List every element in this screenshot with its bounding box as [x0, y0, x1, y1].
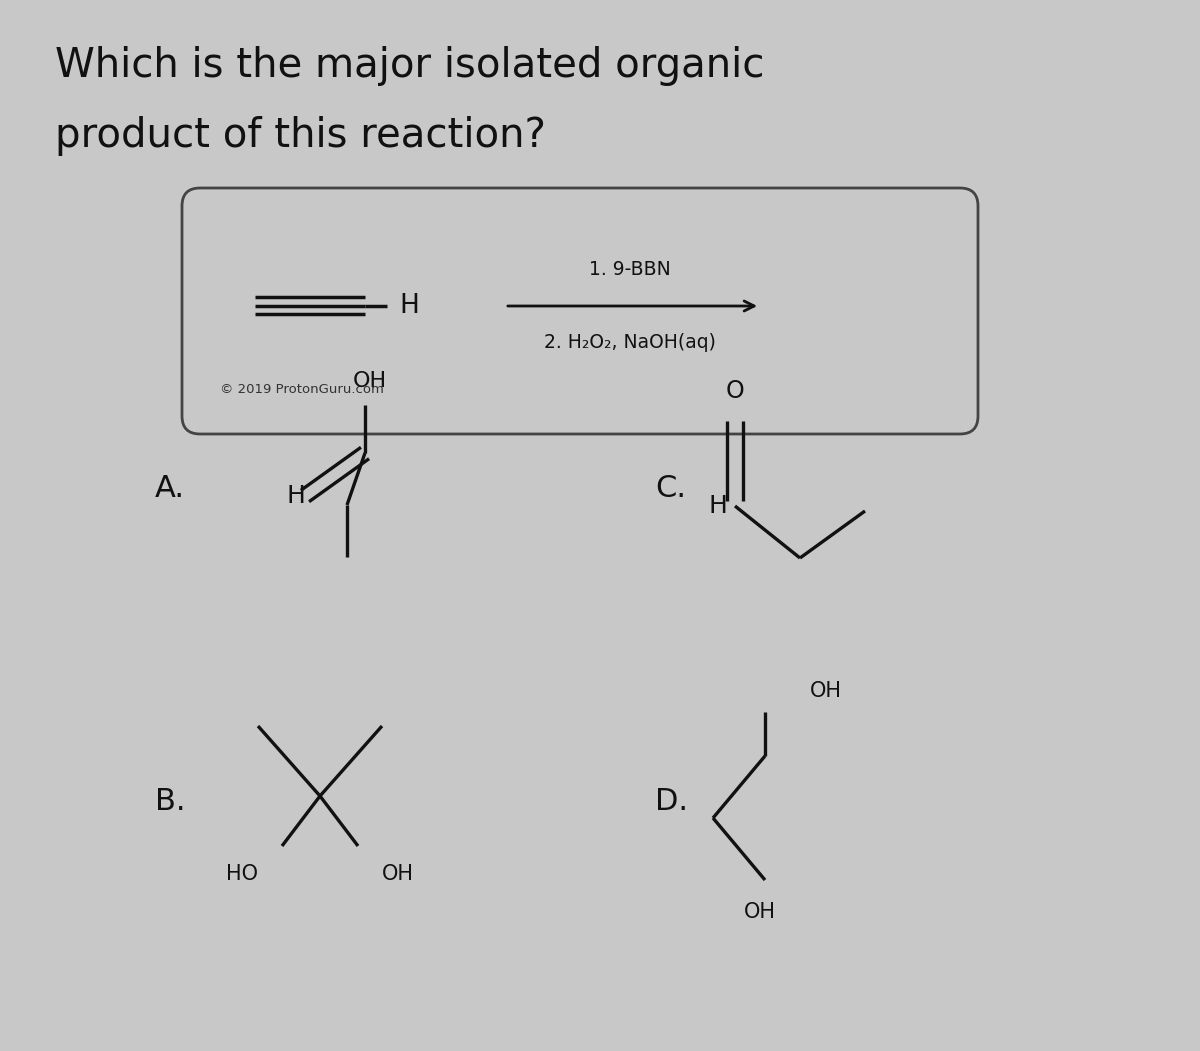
Text: HO: HO — [226, 864, 258, 884]
Text: C.: C. — [655, 474, 686, 503]
Text: OH: OH — [810, 681, 842, 701]
Text: 2. H₂O₂, NaOH(aq): 2. H₂O₂, NaOH(aq) — [544, 333, 716, 352]
Text: O: O — [726, 379, 744, 403]
Text: H: H — [708, 494, 727, 518]
Text: Which is the major isolated organic: Which is the major isolated organic — [55, 46, 764, 86]
Text: A.: A. — [155, 474, 185, 503]
Text: B.: B. — [155, 786, 186, 816]
Text: product of this reaction?: product of this reaction? — [55, 116, 546, 156]
Text: H: H — [286, 485, 305, 508]
Text: D.: D. — [655, 786, 688, 816]
Text: OH: OH — [744, 902, 776, 922]
Text: OH: OH — [382, 864, 414, 884]
Text: 1. 9-BBN: 1. 9-BBN — [589, 260, 671, 279]
Text: OH: OH — [353, 371, 388, 391]
Text: H: H — [400, 293, 419, 320]
Text: © 2019 ProtonGuru.com: © 2019 ProtonGuru.com — [220, 383, 384, 396]
